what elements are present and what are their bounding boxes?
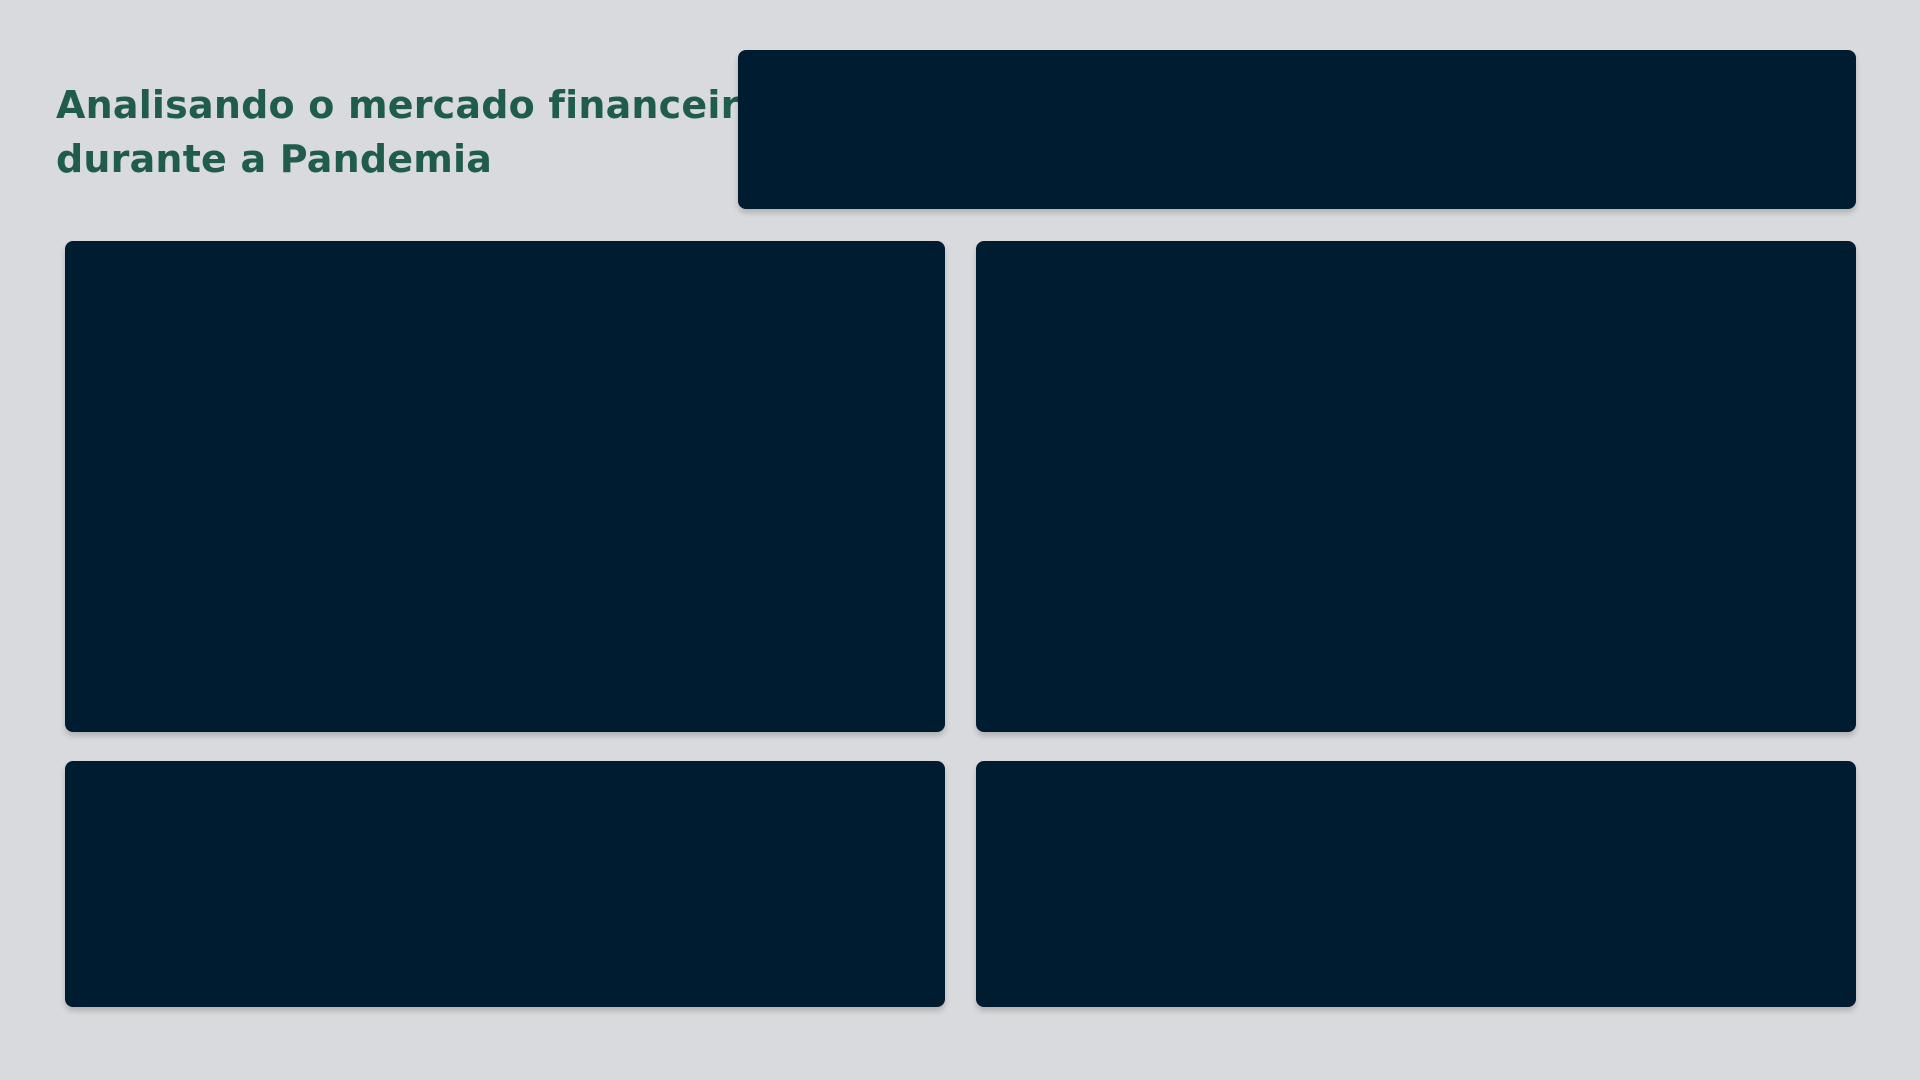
chart-card-top-left[interactable]: [65, 241, 945, 732]
chart-card-bottom-left[interactable]: [65, 761, 945, 1007]
page-title-line-2: durante a Pandemia: [56, 137, 493, 181]
page-title-line-1: Analisando o mercado financeiro: [56, 83, 766, 127]
header-visual-card[interactable]: [738, 50, 1856, 209]
chart-card-top-right[interactable]: [976, 241, 1856, 732]
chart-card-bottom-right[interactable]: [976, 761, 1856, 1007]
page-title: Analisando o mercado financeiro durante …: [56, 78, 766, 186]
